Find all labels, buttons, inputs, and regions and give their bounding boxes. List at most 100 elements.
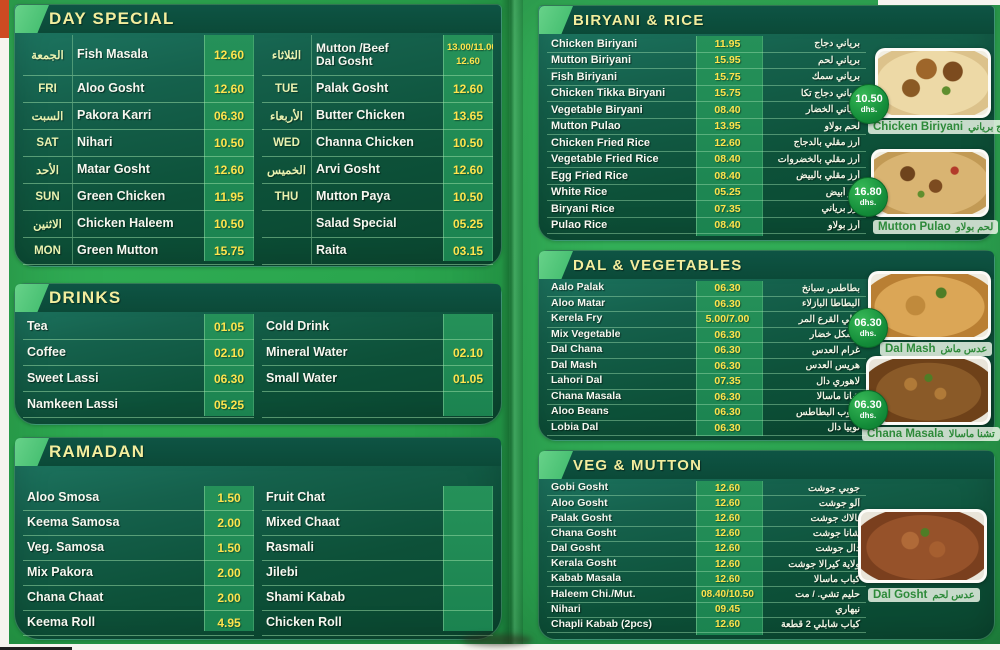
price-band (443, 35, 493, 261)
drinks-left-rows: Tea 01.05 Coffee 02.10 Sweet Lassi 06.30 Namke… (23, 314, 254, 418)
cell-name: Dal Mash (551, 359, 598, 371)
cell-name: Haleem Chi./Mut. (551, 588, 636, 600)
cell-price: 10.50 (452, 190, 484, 204)
cell-name: Kabab Masala (551, 573, 622, 585)
menu-row: Chana Masala 06.30 شانا ماسالا (547, 390, 866, 405)
cell-price: 05.25 (452, 217, 484, 231)
cell-ar: دال جوشت (815, 543, 860, 555)
caption-en: Mutton Pulao (878, 221, 951, 233)
menu-row: Haleem Chi./Mut. 08.40/10.50 حليم تشي. / م… (547, 587, 866, 603)
cell-ar: شانا جوشت (812, 528, 860, 540)
cell-name: Chicken Tikka Biryani (551, 87, 666, 100)
cell-name: Arvi Gosht (316, 163, 380, 177)
food-photo-dal-mash (868, 271, 991, 340)
cell-name: Salad Special (316, 217, 397, 231)
menu-row: Gobi Gosht 12.60 جوبي جوشت (547, 481, 866, 497)
menu-row: Rasmali (262, 536, 493, 561)
cell-ar: لوبيا دال (827, 422, 860, 434)
cell-price: 10.50 (452, 136, 484, 150)
menu-row: Dal Chana 06.30 غرام العدس (547, 343, 866, 359)
menu-row: Vegetable Fried Rice 08.40 أرز مقلي بالخضر… (547, 152, 866, 168)
cell-ar: كباب ماسالا (813, 573, 860, 585)
cell-ar: آلو جوشت (818, 497, 860, 509)
menu-row: الأربعاء Butter Chicken 13.65 (262, 103, 493, 130)
cell-day: الثلاثاء (262, 35, 312, 75)
menu-row: Mix Pakora 2.00 (23, 561, 254, 586)
section-title-day-special: DAY SPECIAL (49, 9, 175, 28)
cell-day (262, 238, 312, 264)
cell-name: Biryani Rice (551, 202, 615, 215)
price-band (696, 281, 763, 436)
cell-price: 12.60 (213, 48, 245, 62)
cell-price: 01.05 (213, 319, 245, 334)
menu-row: Veg. Samosa 1.50 (23, 536, 254, 561)
cell-price: 15.75 (714, 87, 741, 100)
cell-price: 12.60 (714, 497, 741, 509)
menu-row: الأحد Matar Gosht 12.60 (23, 157, 254, 184)
price-badge-dal-mash: 06.30 dhs. (848, 308, 888, 348)
ramadan-left-rows: Aloo Smosa 1.50 Keema Samosa 2.00 Veg. Samos… (23, 486, 254, 636)
menu-row: TUE Palak Gosht 12.60 (262, 76, 493, 103)
cell-price: 2.00 (217, 591, 241, 605)
drinks-body: Tea 01.05 Coffee 02.10 Sweet Lassi 06.30 Namke… (23, 314, 493, 418)
cell-name: Chapli Kabab (2pcs) (551, 619, 652, 630)
cell-ar: برياني لحم (818, 54, 860, 66)
cell-price: 5.00/7.00 (705, 313, 750, 326)
cell-name: Chicken Fried Rice (551, 136, 651, 149)
badge-amount: 06.30 (854, 399, 882, 412)
photo-caption-chana-masala: Chana Masala تشنا ماسالا (862, 427, 1000, 441)
menu-row: Chana Gosht 12.60 شانا جوشت (547, 527, 866, 542)
photo-edge-red-accent (0, 0, 9, 38)
cell-name: Keema Samosa (27, 516, 120, 530)
cell-name: Namkeen Lassi (27, 397, 119, 411)
panel-veg-mutton: VEG & MUTTON Gobi Gosht 12.60 جوبي جوشت Alo… (538, 450, 995, 640)
menu-row: Aloo Matar 06.30 البطاطا البازلاء (547, 297, 866, 312)
cell-ar: أرز مقلي بالخضروات (777, 153, 860, 165)
menu-row: Fruit Chat (262, 486, 493, 511)
cell-price: 06.30 (213, 371, 245, 386)
veg-mutton-body: Gobi Gosht 12.60 جوبي جوشت Aloo Gosht 12.60 آ… (547, 481, 866, 635)
cell-name: Egg Fried Rice (551, 169, 629, 182)
cell-price: 12.60 (452, 163, 484, 177)
cell-name: Mutton /Beef Dal Gosht (316, 41, 389, 68)
cell-name: Butter Chicken (316, 109, 405, 123)
drinks-right-column: Cold Drink Mineral Water 02.10 Small Water 0… (262, 314, 493, 418)
price-badge-mutton-pulao: 16.80 dhs. (848, 177, 888, 217)
cell-price: 08.40 (714, 153, 741, 166)
day-special-left-column: الجمعة Fish Masala 12.60 FRI Aloo Gosht 12.60… (23, 35, 254, 265)
cell-name: Raita (316, 244, 347, 258)
menu-row: Shami Kabab (262, 586, 493, 611)
price-band (696, 36, 763, 236)
cell-price: 12.60 (714, 619, 741, 631)
cell-day: الأحد (23, 157, 73, 183)
cell-ar: جوبي جوشت (807, 482, 860, 494)
ramadan-left-column: Aloo Smosa 1.50 Keema Samosa 2.00 Veg. Samos… (23, 486, 254, 636)
menu-row: السبت Pakora Karri 06.30 (23, 103, 254, 130)
cell-name: Chana Gosht (551, 527, 617, 539)
cell-price: 06.30 (714, 344, 741, 357)
cell-day: الاثنين (23, 211, 73, 237)
menu-row: Aloo Smosa 1.50 (23, 486, 254, 511)
cell-name: Aloo Gosht (77, 82, 145, 96)
cell-ar: برياني دجاج تكا (800, 87, 860, 99)
cell-ar: بالاك جوشت (810, 512, 861, 524)
menu-row: Aloo Beans 06.30 حبوب البطاطس (547, 405, 866, 421)
caption-en: Dal Mash (885, 343, 936, 355)
food-image-chicken-biriyani (878, 51, 988, 115)
ramadan-body: Aloo Smosa 1.50 Keema Samosa 2.00 Veg. Samos… (23, 486, 493, 636)
cell-price: 12.60 (714, 136, 741, 149)
cell-name: Kerala Gosht (551, 558, 617, 570)
cell-price: 11.95 (214, 190, 244, 204)
menu-row: Chana Chaat 2.00 (23, 586, 254, 611)
caption-ar: لحم بولاو (955, 222, 994, 233)
cell-price: 2.00 (217, 566, 241, 580)
cell-name: Dal Gosht (551, 543, 601, 555)
menu-row: Namkeen Lassi 05.25 (23, 392, 254, 418)
cell-ar: هريس العدس (805, 360, 860, 372)
menu-row: Sweet Lassi 06.30 (23, 366, 254, 392)
cell-price: 03.15 (452, 244, 484, 258)
food-photo-chicken-biriyani (875, 48, 991, 118)
photo-smudge (462, 634, 532, 646)
badge-unit: dhs. (859, 328, 877, 338)
cell-ar: أرز مقلي بالبيض (796, 170, 860, 182)
